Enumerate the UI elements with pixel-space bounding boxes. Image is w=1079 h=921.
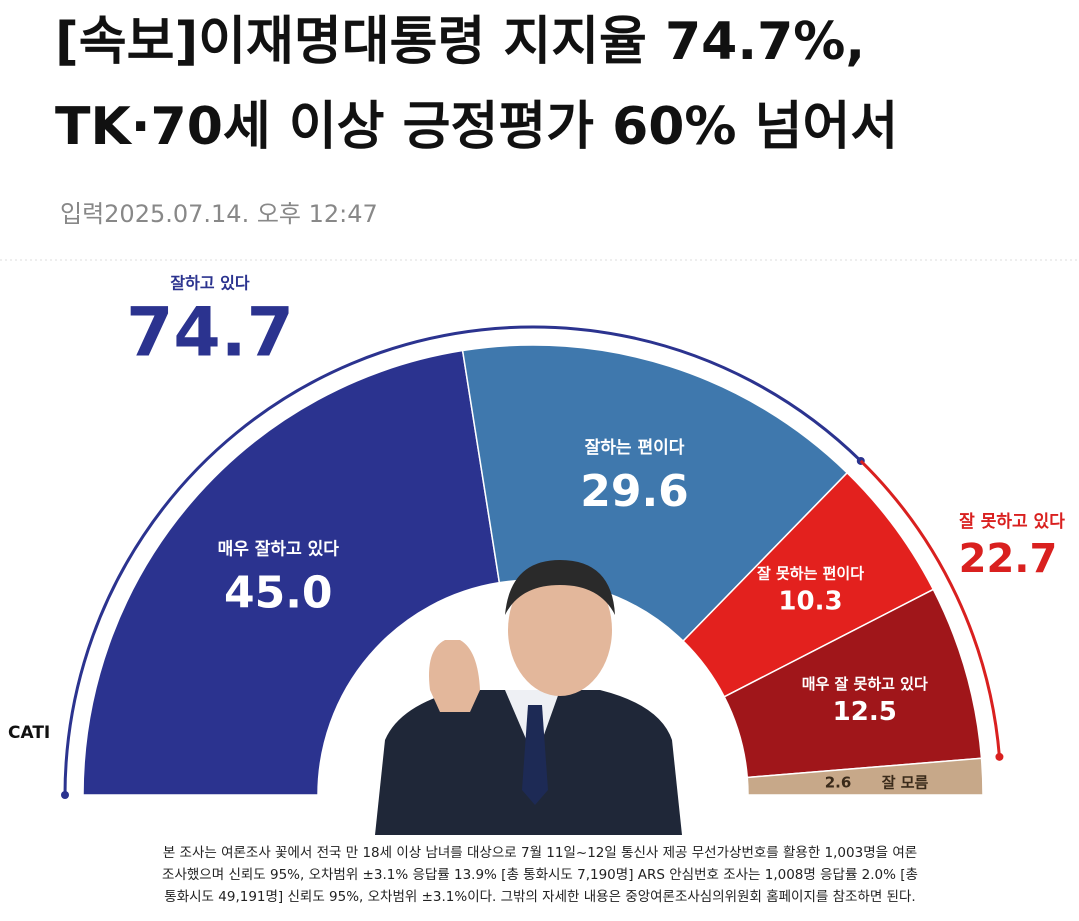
segment: [82, 349, 501, 796]
group-value: 22.7: [959, 536, 1058, 582]
arc-dot: [61, 791, 69, 799]
method-label: CATI: [8, 723, 50, 743]
value-label: 45.0: [224, 567, 333, 618]
segment-label: 매우 잘하고 있다: [218, 538, 340, 559]
segment-label: 매우 잘 못하고 있다: [802, 675, 928, 693]
group-label: 잘하고 있다: [170, 274, 249, 293]
value-label: 2.6: [825, 774, 852, 792]
group-label: 잘 못하고 있다: [959, 511, 1065, 532]
footnote: 통화시도 49,191명] 신뢰도 95%, 오차범위 ±3.1%이다. 그밖의…: [164, 889, 915, 905]
value-label: 29.6: [580, 466, 689, 517]
segment-label: 잘 못하는 편이다: [757, 565, 864, 583]
group-arc: [859, 459, 1001, 757]
group-value: 74.7: [126, 294, 294, 373]
arc-dot: [995, 752, 1004, 761]
segment: [746, 757, 984, 796]
footnote: 조사했으며 신뢰도 95%, 오차범위 ±3.1% 응답률 13.9% [총 통…: [162, 867, 918, 883]
segment-label: 잘하는 편이다: [585, 437, 685, 458]
chart: 매우 잘하고 있다 45.0 잘하는 편이다 29.6 잘 못하는 편이다 10.3 매우 …: [61, 325, 1004, 799]
value-label: 12.5: [833, 697, 897, 727]
headline: [속보]이재명대통령 지지율 74.7%,: [55, 12, 865, 72]
value-label: 10.3: [778, 587, 842, 617]
segment-label: 잘 모름: [882, 774, 929, 792]
group-arc: [63, 325, 862, 796]
date: 입력2025.07.14. 오후 12:47: [60, 200, 378, 228]
footnote: 본 조사는 여론조사 꽃에서 전국 만 18세 이상 남녀를 대상으로 7월 1…: [163, 845, 917, 861]
headline: TK·70세 이상 긍정평가 60% 넘어서: [55, 97, 898, 157]
photo: [375, 560, 682, 835]
